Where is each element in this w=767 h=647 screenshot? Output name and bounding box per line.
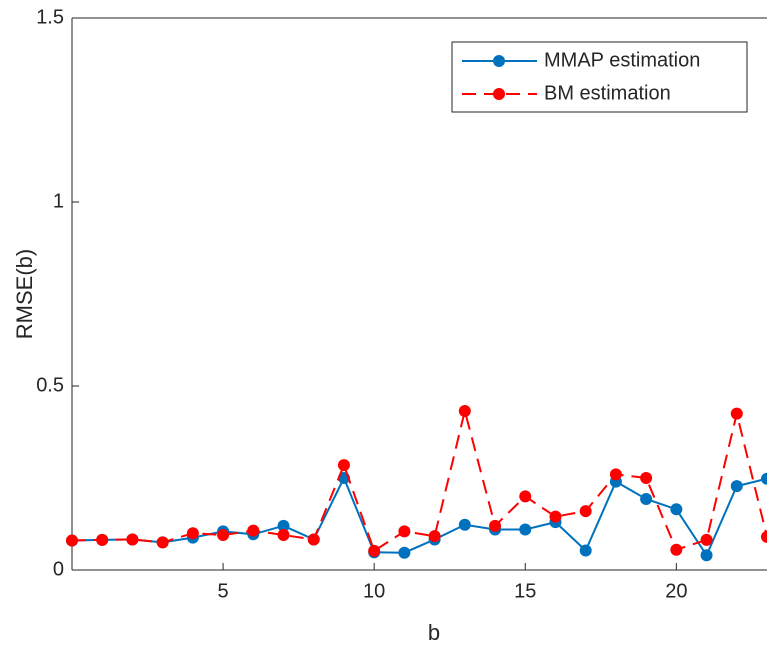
marker bbox=[640, 492, 653, 505]
marker bbox=[398, 546, 411, 559]
marker bbox=[670, 503, 683, 516]
y-tick-label: 1 bbox=[53, 190, 64, 212]
legend-marker bbox=[493, 88, 505, 100]
marker bbox=[126, 533, 139, 546]
marker bbox=[458, 405, 471, 418]
legend-label: MMAP estimation bbox=[544, 49, 700, 71]
marker bbox=[730, 480, 743, 493]
marker bbox=[368, 544, 381, 557]
x-tick-label: 5 bbox=[218, 580, 229, 602]
marker bbox=[670, 543, 683, 556]
marker bbox=[398, 525, 411, 538]
marker bbox=[277, 519, 290, 532]
marker bbox=[700, 533, 713, 546]
marker bbox=[217, 529, 230, 542]
marker bbox=[700, 549, 713, 562]
marker bbox=[458, 518, 471, 531]
marker bbox=[579, 544, 592, 557]
legend-marker bbox=[493, 55, 505, 67]
y-tick-label: 0.5 bbox=[36, 374, 64, 396]
marker bbox=[277, 529, 290, 542]
marker bbox=[96, 533, 109, 546]
x-tick-label: 15 bbox=[514, 580, 536, 602]
marker bbox=[156, 536, 169, 549]
marker bbox=[730, 407, 743, 420]
marker bbox=[337, 459, 350, 472]
legend-label: BM estimation bbox=[544, 82, 671, 104]
marker bbox=[640, 472, 653, 484]
marker bbox=[761, 530, 767, 543]
marker bbox=[579, 505, 592, 518]
y-tick-label: 0 bbox=[53, 558, 64, 580]
x-tick-label: 20 bbox=[665, 580, 687, 602]
marker bbox=[186, 527, 199, 540]
plot bbox=[66, 405, 767, 562]
marker bbox=[519, 490, 532, 503]
y-axis-label: RMSE(b) bbox=[12, 249, 37, 339]
marker bbox=[549, 510, 562, 523]
x-tick-label: 10 bbox=[363, 580, 385, 602]
marker bbox=[609, 468, 622, 481]
legend: MMAP estimation BM estimation bbox=[451, 41, 748, 113]
marker bbox=[489, 519, 502, 532]
marker bbox=[761, 472, 767, 485]
marker bbox=[247, 524, 260, 537]
x-axis-label: b bbox=[428, 620, 440, 645]
marker bbox=[307, 533, 320, 546]
marker bbox=[519, 523, 532, 536]
marker bbox=[428, 530, 441, 543]
y-tick-label: 1.5 bbox=[36, 6, 64, 28]
marker bbox=[66, 534, 78, 547]
legend-box bbox=[451, 41, 748, 113]
